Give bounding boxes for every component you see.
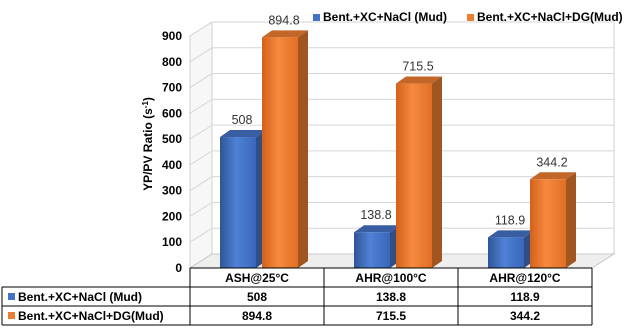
data-label: 344.2 (536, 155, 567, 169)
table-cell: 715.5 (376, 309, 406, 323)
table-row-label: Bent.+XC+NaCl (Mud) (18, 290, 142, 304)
bar-top (354, 225, 400, 233)
bar (354, 225, 400, 268)
bar-front (488, 237, 524, 268)
table-row-label: Bent.+XC+NaCl+DG(Mud) (18, 309, 164, 323)
gridline (189, 73, 614, 88)
y-tick-label: 700 (162, 81, 182, 95)
bar (220, 130, 266, 268)
bar-side (566, 172, 576, 268)
y-tick-label: 300 (162, 184, 182, 198)
y-tick-label: 400 (162, 158, 182, 172)
table-cell: 344.2 (510, 309, 540, 323)
table-cell: 894.8 (242, 309, 272, 323)
bar-front (354, 232, 390, 268)
bar (396, 76, 442, 268)
x-tick-label: ASH@25°C (225, 271, 289, 285)
y-tick-label: 600 (162, 106, 182, 120)
bar (530, 172, 576, 268)
table-legend-key (8, 312, 15, 319)
data-label: 118.9 (495, 213, 525, 227)
y-tick-label: 900 (162, 29, 182, 43)
gridline (189, 98, 614, 114)
bar (488, 230, 534, 268)
y-axis-label: YP/PV Ratio (s-1) (141, 97, 155, 191)
data-label: 138.8 (360, 208, 391, 222)
legend-swatch-series-1 (313, 14, 320, 21)
y-tick-label: 500 (162, 132, 182, 146)
gridline (189, 227, 614, 243)
bar-side (432, 76, 442, 268)
data-table: ASH@25°C AHR@100°C AHR@120°C Bent.+XC+NaCl … (1, 267, 593, 326)
table-cell: 508 (247, 290, 267, 304)
bars (220, 30, 576, 269)
gridlines (189, 21, 614, 243)
gridline (189, 201, 614, 217)
data-labels: 508 894.8 138.8 715.5 118.9 344.2 (232, 13, 568, 227)
bar-top (530, 172, 576, 180)
legend-swatch-series-2 (467, 14, 474, 21)
table-cell: 138.8 (376, 290, 406, 304)
y-axis-ticks: 0 100 200 300 400 500 600 700 800 900 (162, 29, 182, 275)
y-tick-label: 200 (162, 209, 182, 223)
data-label: 715.5 (402, 60, 433, 74)
y-tick-label: 0 (175, 261, 182, 275)
y-tick-label: 100 (162, 235, 182, 249)
legend-label-series-2: Bent.+XC+NaCl+DG(Mud) (477, 10, 623, 24)
bar-top (220, 130, 266, 138)
bar-front (220, 137, 256, 268)
bar-front (396, 83, 432, 268)
bar (262, 30, 308, 269)
data-label: 508 (232, 113, 253, 127)
bar-front (530, 179, 566, 268)
bar-side (298, 30, 308, 269)
table-legend-key (8, 293, 15, 300)
x-tick-label: AHR@100°C (355, 271, 427, 285)
legend: Bent.+XC+NaCl (Mud) Bent.+XC+NaCl+DG(Mud… (313, 10, 623, 24)
gridline (189, 21, 614, 37)
gridline (189, 124, 614, 140)
gridline (189, 176, 614, 192)
data-label: 894.8 (268, 13, 299, 27)
gridline (189, 47, 614, 63)
y-tick-label: 800 (162, 55, 182, 69)
gridline (189, 150, 614, 166)
bar-top (262, 30, 308, 38)
bar-front (262, 37, 298, 269)
bar-top (488, 230, 534, 238)
bar-top (396, 76, 442, 84)
table-cell: 118.9 (510, 290, 540, 304)
side-wall (189, 21, 213, 269)
legend-label-series-1: Bent.+XC+NaCl (Mud) (323, 10, 447, 24)
x-tick-label: AHR@120°C (489, 271, 561, 285)
